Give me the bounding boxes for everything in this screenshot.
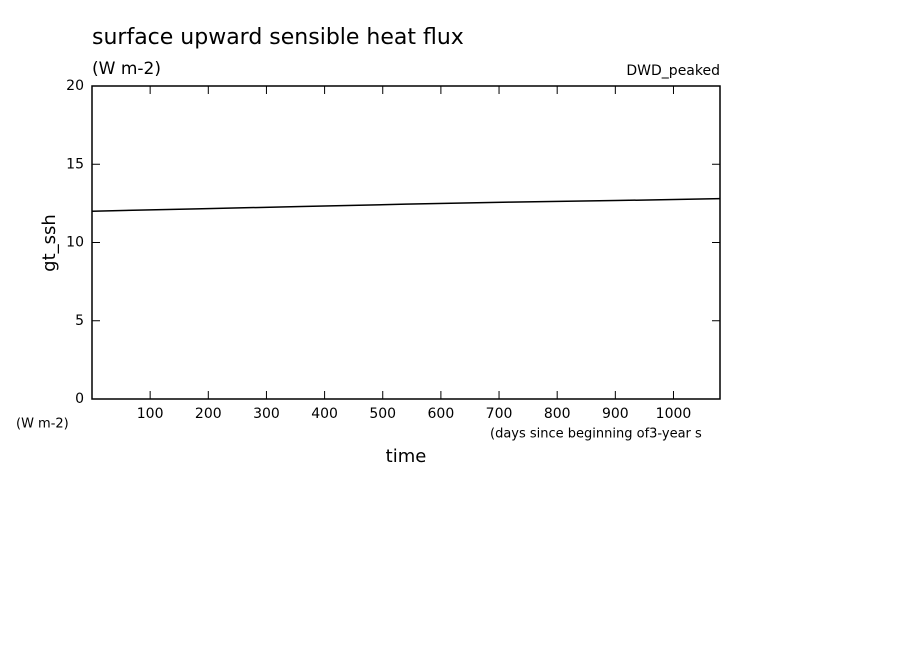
x-tick-label: 500 (369, 406, 396, 422)
x-tick-label: 900 (602, 406, 629, 422)
y-unit-label: (W m-2) (16, 417, 69, 432)
line (91, 197, 721, 212)
x-tick-label: 600 (428, 406, 455, 422)
x-unit-label: (days since beginning of3-year s (490, 427, 702, 442)
x-tick-label: 1000 (656, 406, 692, 422)
plot-frame (91, 85, 721, 400)
annotation: DWD_peaked (626, 63, 720, 79)
x-tick-label: 200 (195, 406, 222, 422)
chart-subtitle: (W m-2) (92, 59, 161, 79)
x-tick-label: 700 (486, 406, 513, 422)
x-tick-label: 300 (253, 406, 280, 422)
x-axis-label: time (386, 446, 427, 467)
y-tick-label: 15 (66, 156, 84, 172)
chart-title: surface upward sensible heat flux (92, 25, 464, 50)
y-axis-label: gt_ssh (39, 214, 60, 272)
x-tick-label: 400 (311, 406, 338, 422)
x-tick-label: 800 (544, 406, 571, 422)
y-tick-label: 10 (66, 235, 84, 251)
y-tick-label: 0 (75, 391, 84, 407)
y-tick-label: 5 (75, 313, 84, 329)
y-tick-label: 20 (66, 78, 84, 94)
x-tick-label: 100 (137, 406, 164, 422)
